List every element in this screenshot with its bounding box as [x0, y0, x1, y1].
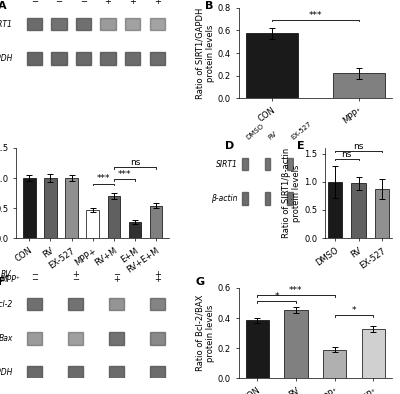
- Text: RV: RV: [268, 130, 278, 141]
- Text: ns: ns: [342, 150, 352, 158]
- Bar: [65, 178, 78, 238]
- Bar: [242, 158, 248, 171]
- Bar: [68, 332, 83, 345]
- Bar: [375, 189, 389, 238]
- Text: SIRT1: SIRT1: [0, 20, 13, 29]
- Text: +: +: [154, 270, 161, 279]
- Text: E: E: [297, 141, 304, 151]
- Text: Bcl-2: Bcl-2: [0, 300, 13, 309]
- Text: −: −: [80, 0, 87, 6]
- Bar: [129, 222, 141, 238]
- Bar: [150, 298, 165, 310]
- Bar: [246, 320, 269, 378]
- Bar: [284, 310, 308, 378]
- Bar: [333, 73, 385, 98]
- Bar: [108, 366, 124, 379]
- Text: +: +: [129, 0, 136, 6]
- Text: D: D: [224, 141, 234, 151]
- Text: *: *: [274, 292, 279, 301]
- Text: +: +: [72, 270, 79, 279]
- Text: ns: ns: [353, 141, 364, 151]
- Text: GAPDH: GAPDH: [0, 368, 13, 377]
- Bar: [125, 52, 140, 65]
- Text: RV: RV: [1, 270, 11, 279]
- Bar: [265, 158, 270, 171]
- Bar: [76, 52, 91, 65]
- Bar: [27, 332, 42, 345]
- Bar: [44, 178, 57, 238]
- Text: +: +: [113, 275, 120, 284]
- Y-axis label: Ratio of SIRT1/GAPDH
protein levels: Ratio of SIRT1/GAPDH protein levels: [196, 7, 215, 99]
- Bar: [362, 329, 385, 378]
- Bar: [76, 18, 91, 30]
- Bar: [287, 158, 293, 171]
- Bar: [27, 298, 42, 310]
- Bar: [108, 298, 124, 310]
- Text: F: F: [0, 277, 5, 287]
- Bar: [108, 196, 120, 238]
- Text: MPP⁺: MPP⁺: [1, 275, 20, 284]
- Text: −: −: [72, 275, 79, 284]
- Text: ***: ***: [118, 170, 131, 179]
- Bar: [27, 52, 42, 65]
- Bar: [27, 18, 42, 30]
- Bar: [150, 18, 165, 30]
- Text: EX-527: EX-527: [290, 120, 312, 141]
- Text: ns: ns: [130, 158, 140, 167]
- Text: B: B: [205, 1, 213, 11]
- Text: ***: ***: [308, 11, 322, 20]
- Bar: [100, 18, 116, 30]
- Text: ***: ***: [96, 175, 110, 184]
- Bar: [125, 18, 140, 30]
- Text: G: G: [196, 277, 205, 287]
- Text: −: −: [56, 0, 62, 6]
- Bar: [328, 182, 342, 238]
- Text: +: +: [105, 0, 112, 6]
- Bar: [68, 366, 83, 379]
- Text: ***: ***: [289, 286, 303, 295]
- Y-axis label: Ratio of SIRT1/β-actin
protein levels: Ratio of SIRT1/β-actin protein levels: [282, 148, 302, 238]
- Bar: [68, 298, 83, 310]
- Text: MPP⁺: MPP⁺: [1, 0, 20, 1]
- Bar: [265, 192, 270, 205]
- Bar: [150, 52, 165, 65]
- Text: −: −: [31, 270, 38, 279]
- Bar: [352, 184, 366, 238]
- Bar: [86, 210, 99, 238]
- Text: +: +: [154, 275, 161, 284]
- Text: *: *: [352, 306, 356, 315]
- Bar: [323, 349, 346, 378]
- Text: Bax: Bax: [0, 334, 13, 343]
- Y-axis label: Ratio of Bcl-2/BAX
protein levels: Ratio of Bcl-2/BAX protein levels: [196, 295, 215, 371]
- Bar: [242, 192, 248, 205]
- Bar: [246, 33, 298, 98]
- Text: +: +: [154, 0, 161, 6]
- Bar: [150, 366, 165, 379]
- Text: GAPDH: GAPDH: [0, 54, 13, 63]
- Text: −: −: [31, 0, 38, 6]
- Bar: [287, 192, 293, 205]
- Text: −: −: [113, 270, 120, 279]
- Text: DMSO: DMSO: [245, 123, 265, 141]
- Bar: [108, 332, 124, 345]
- Bar: [100, 52, 116, 65]
- Text: A: A: [0, 1, 6, 11]
- Bar: [150, 206, 162, 238]
- Text: β-actin: β-actin: [211, 194, 238, 203]
- Text: SIRT1: SIRT1: [216, 160, 238, 169]
- Bar: [51, 18, 67, 30]
- Bar: [51, 52, 67, 65]
- Text: −: −: [31, 275, 38, 284]
- Bar: [150, 332, 165, 345]
- Bar: [23, 178, 36, 238]
- Bar: [27, 366, 42, 379]
